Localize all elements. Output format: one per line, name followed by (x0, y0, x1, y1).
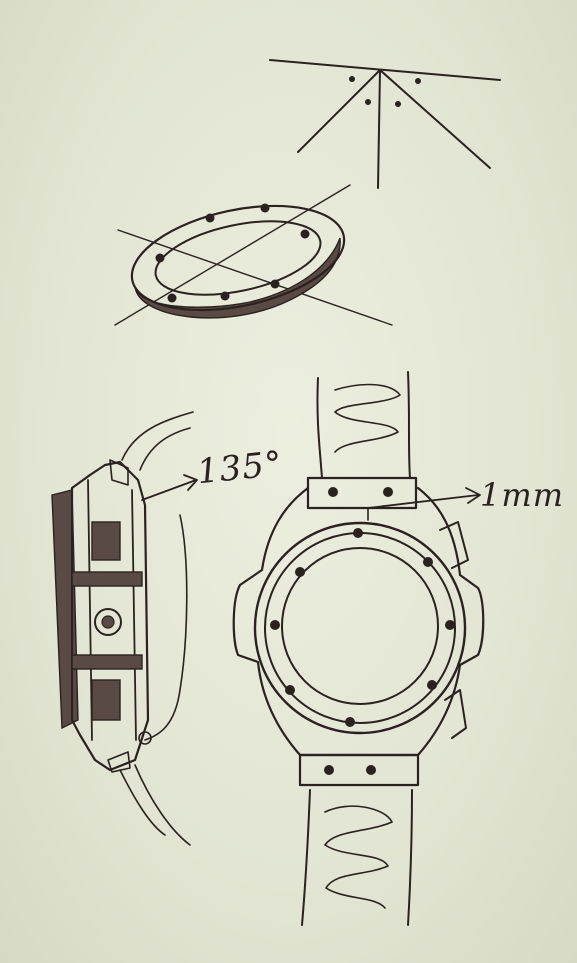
perspective-ray-diagram (269, 59, 501, 189)
thickness-annotation: 1mm (480, 476, 565, 514)
front-view-watch-sketch (232, 371, 485, 926)
tilted-bezel-sketch (114, 184, 393, 326)
side-profile-sketch (51, 411, 198, 846)
